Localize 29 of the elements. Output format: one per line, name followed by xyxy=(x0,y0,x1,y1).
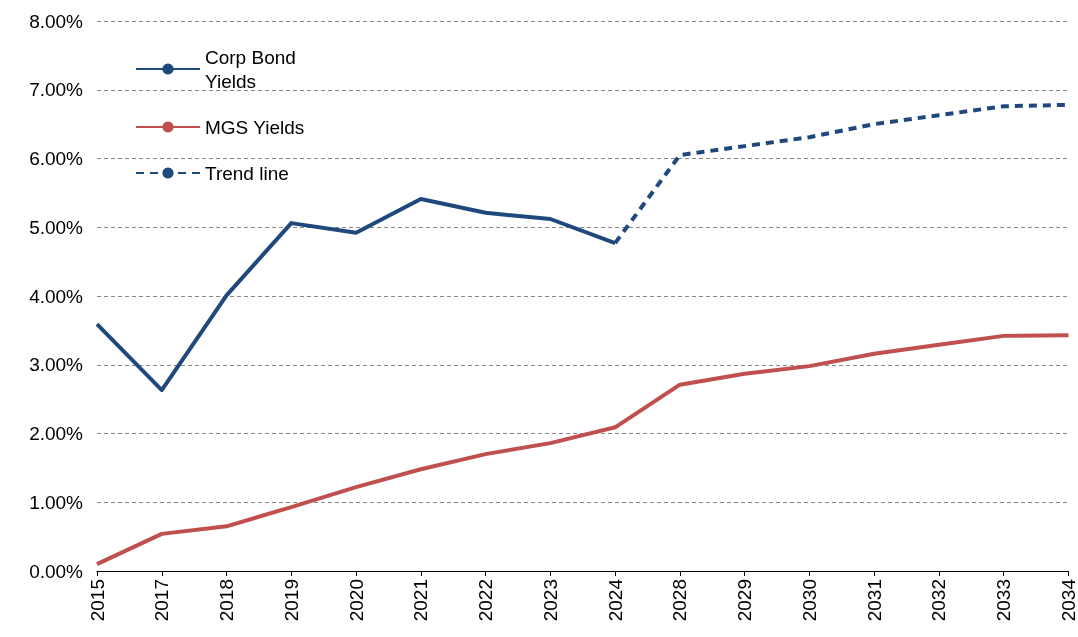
x-tick-label: 2034 xyxy=(1058,578,1078,622)
x-tick-label: 2033 xyxy=(993,579,1015,622)
x-tick-label: 2021 xyxy=(410,579,432,622)
legend-label: Trend line xyxy=(205,162,289,184)
x-tick-label: 2017 xyxy=(151,579,173,622)
line-series xyxy=(95,333,1071,567)
x-tick-label: 2022 xyxy=(475,579,497,622)
x-tick-label: 2023 xyxy=(539,579,561,622)
y-tick-label: 4.00% xyxy=(29,285,84,307)
y-tick-label: 3.00% xyxy=(29,354,84,376)
x-tick-label: 2030 xyxy=(798,579,820,622)
y-tick-label: 6.00% xyxy=(29,148,84,169)
x-tick-label: 2015 xyxy=(86,579,108,622)
legend-label: Corp Bond Yields xyxy=(205,46,302,92)
y-tick-label: 0.00% xyxy=(29,560,84,582)
x-tick-label: 2018 xyxy=(216,579,238,622)
x-tick-label: 2020 xyxy=(345,579,367,622)
y-tick-label: 7.00% xyxy=(29,79,84,101)
x-tick-label: 2029 xyxy=(734,579,756,622)
y-tick-label: 5.00% xyxy=(29,216,84,238)
y-tick-label: 1.00% xyxy=(29,491,84,513)
legend-label: MGS Yields xyxy=(205,116,305,138)
x-tick-label: 2031 xyxy=(863,579,885,622)
y-tick-label: 2.00% xyxy=(29,423,84,444)
x-tick-label: 2032 xyxy=(928,579,950,622)
x-tick-label: 2028 xyxy=(669,579,691,622)
x-tick-label: 2024 xyxy=(604,578,626,622)
y-tick-label: 8.00% xyxy=(29,10,84,32)
x-tick-label: 2019 xyxy=(280,579,302,622)
